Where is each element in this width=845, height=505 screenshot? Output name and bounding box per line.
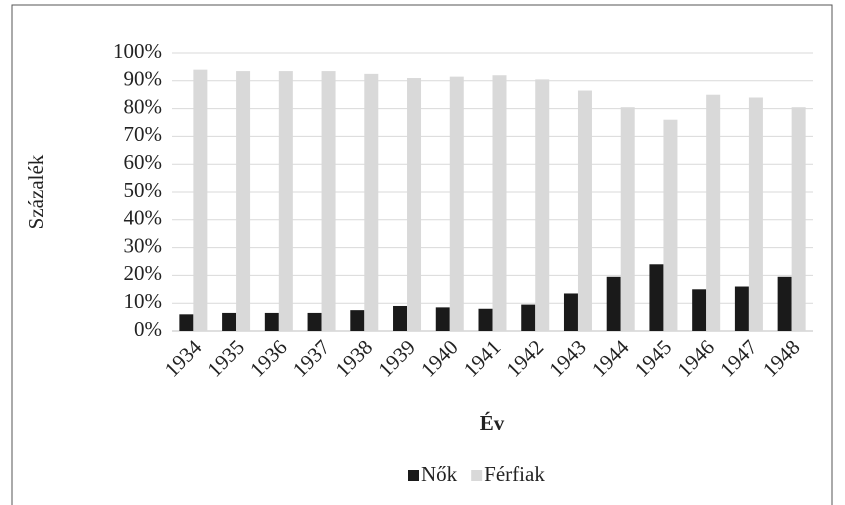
bar — [449, 76, 464, 331]
x-tick-label: 1944 — [587, 335, 634, 382]
x-tick-label: 1943 — [544, 335, 591, 382]
x-tick-label: 1948 — [758, 335, 805, 382]
bar — [179, 314, 194, 331]
bar — [606, 276, 621, 331]
y-tick-label: 100% — [113, 39, 162, 63]
y-tick-label: 20% — [124, 261, 163, 285]
bar — [663, 119, 678, 331]
bar — [748, 97, 763, 331]
bar — [649, 264, 664, 331]
x-tick-label: 1942 — [502, 335, 549, 382]
bar — [407, 78, 422, 332]
bar — [692, 289, 707, 331]
frame — [11, 4, 833, 505]
bar — [236, 71, 251, 331]
legend-label: Férfiak — [484, 462, 545, 486]
bar — [777, 276, 792, 331]
bar — [393, 305, 408, 331]
x-tick-label: 1940 — [416, 335, 463, 382]
bar — [734, 286, 749, 331]
y-tick-label: 10% — [124, 289, 163, 313]
bar — [222, 312, 237, 331]
x-tick-label: 1934 — [160, 335, 207, 382]
x-tick-label: 1941 — [459, 335, 506, 382]
y-tick-label: 60% — [124, 150, 163, 174]
y-tick-label: 80% — [124, 94, 163, 118]
x-tick-label: 1937 — [288, 335, 335, 382]
bar — [364, 73, 379, 331]
bar — [264, 312, 279, 331]
x-tick-label: 1945 — [630, 335, 677, 382]
bar — [321, 71, 336, 331]
y-tick-label: 30% — [124, 233, 163, 257]
bar — [791, 107, 806, 332]
x-tick-label: 1938 — [331, 335, 378, 382]
bar — [350, 310, 365, 331]
bar — [478, 308, 493, 331]
bar — [307, 312, 322, 331]
bar — [577, 90, 592, 331]
bar — [521, 304, 536, 331]
bar — [492, 75, 507, 332]
x-tick-label: 1935 — [202, 335, 249, 382]
x-tick-label: 1936 — [245, 335, 292, 382]
y-tick-label: 90% — [124, 67, 163, 91]
y-tick-label: 0% — [134, 317, 162, 341]
y-tick-label: 50% — [124, 178, 163, 202]
x-tick-label: 1947 — [715, 335, 762, 382]
bar — [620, 107, 635, 332]
bar — [563, 293, 578, 331]
legend-swatch — [408, 470, 419, 481]
bar — [435, 307, 450, 331]
bar — [278, 71, 293, 331]
bar — [706, 94, 721, 331]
bar — [535, 79, 550, 331]
y-tick-label: 40% — [124, 206, 163, 230]
y-axis-label: Százalék — [24, 154, 48, 229]
bar — [193, 69, 208, 332]
legend-swatch — [471, 470, 483, 481]
y-tick-label: 70% — [124, 122, 163, 146]
legend-label: Nők — [421, 462, 458, 486]
x-tick-label: 1946 — [672, 335, 719, 382]
x-tick-label: 1939 — [373, 335, 420, 382]
x-axis-label: Év — [480, 411, 505, 435]
